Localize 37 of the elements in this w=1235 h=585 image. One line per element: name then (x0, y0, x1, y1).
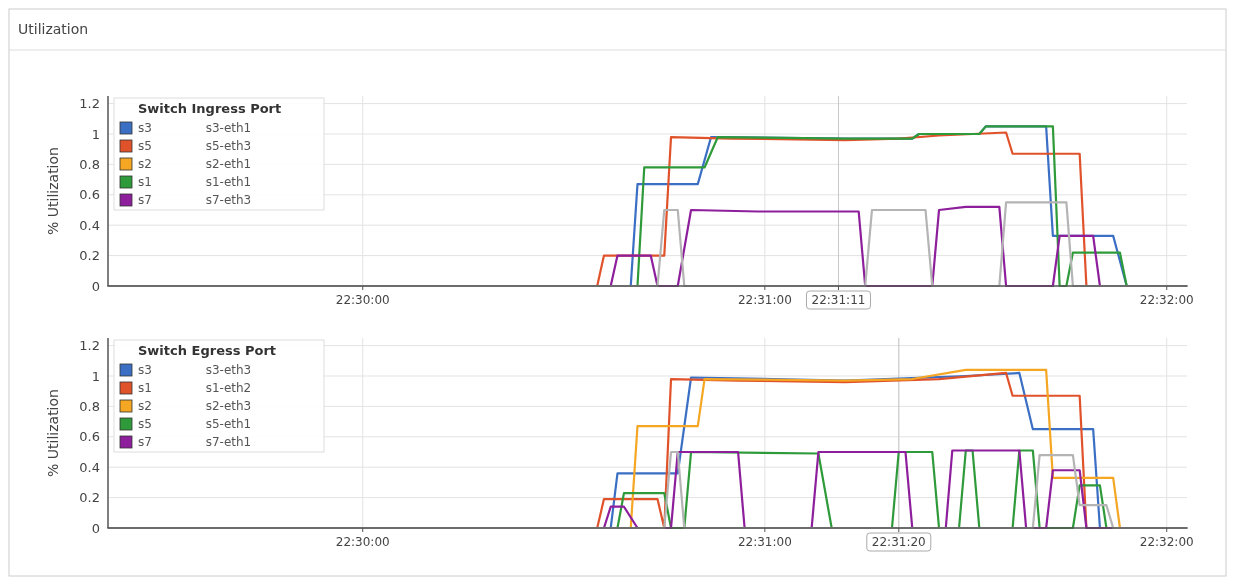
legend-label: s2 s2-eth1 (138, 157, 252, 171)
y-tick-label: 1 (91, 368, 100, 384)
x-tick-label: 22:30:00 (335, 293, 390, 307)
y-tick-label: 0.8 (79, 398, 100, 414)
y-tick-label: 0.8 (79, 156, 100, 172)
chart-title: Utilization (18, 21, 89, 37)
y-tick-label: 0 (91, 278, 100, 294)
x-tick-label: 22:31:11 (811, 293, 866, 307)
legend-title: Switch Ingress Port (138, 101, 282, 116)
legend-label: s1 s1-eth2 (138, 381, 252, 395)
y-tick-label: 0 (91, 520, 100, 536)
x-tick-label: 22:30:00 (335, 535, 390, 549)
y-tick-label: 0.2 (79, 490, 100, 506)
x-tick-label: 22:31:00 (737, 293, 792, 307)
legend-label: s2 s2-eth3 (138, 399, 252, 413)
legend-label: s3 s3-eth1 (138, 121, 252, 135)
y-tick-label: 0.6 (79, 429, 100, 445)
y-tick-label: 0.2 (79, 248, 100, 264)
y-axis-title: % Utilization (45, 389, 61, 477)
legend-label: s7 s7-eth3 (138, 193, 252, 207)
legend-label: s1 s1-eth1 (138, 175, 252, 189)
legend-label: s7 s7-eth1 (138, 435, 252, 449)
legend-label: s3 s3-eth3 (138, 363, 252, 377)
x-tick-label: 22:31:00 (737, 535, 792, 549)
y-tick-label: 1.2 (79, 96, 100, 112)
y-tick-label: 1.2 (79, 338, 100, 354)
x-tick-label: 22:32:00 (1139, 535, 1194, 549)
y-axis-title: % Utilization (45, 147, 61, 235)
y-tick-label: 0.6 (79, 187, 100, 203)
x-tick-label: 22:32:00 (1139, 293, 1194, 307)
legend-label: s5 s5-eth1 (138, 417, 252, 431)
y-tick-label: 0.4 (79, 459, 100, 475)
legend-label: s5 s5-eth3 (138, 139, 252, 153)
y-tick-label: 0.4 (79, 217, 100, 233)
y-tick-label: 1 (91, 126, 100, 142)
x-tick-label: 22:31:20 (871, 535, 926, 549)
legend-title: Switch Egress Port (138, 343, 277, 358)
